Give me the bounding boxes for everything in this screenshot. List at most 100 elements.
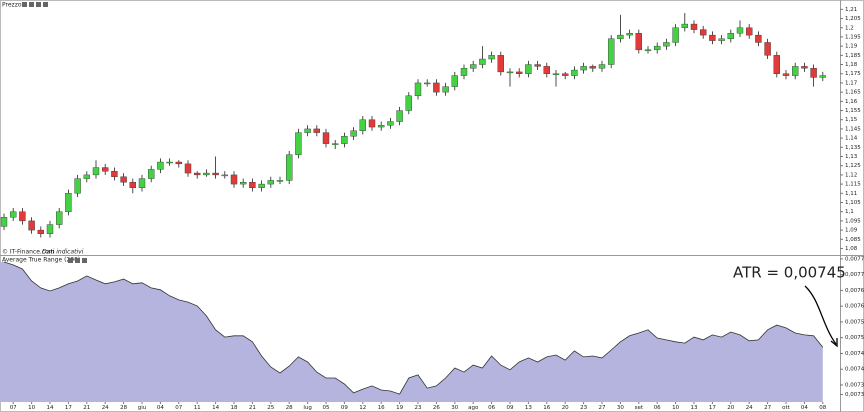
candle-body xyxy=(810,68,817,78)
candle-body xyxy=(0,217,8,227)
y-tick-label: 1,195 xyxy=(845,34,861,40)
icon[interactable] xyxy=(75,258,80,263)
candle-body xyxy=(37,229,44,234)
x-tick-label: ott xyxy=(782,405,791,411)
y-tick-label: 0,0076 xyxy=(845,304,864,310)
candle-body xyxy=(313,128,320,133)
x-tick-label: 05 xyxy=(323,405,330,411)
y-tick-label: 1,145 xyxy=(845,126,861,132)
icon[interactable] xyxy=(36,2,41,7)
candle-body xyxy=(387,121,394,126)
y-tick-label: 1,135 xyxy=(845,145,861,151)
x-tick-label: 06 xyxy=(654,405,661,411)
toolbar-icons[interactable] xyxy=(22,2,48,7)
x-tick-label: 27 xyxy=(599,405,606,411)
y-tick-label: 1,105 xyxy=(845,200,861,206)
y-tick-label: 1,17 xyxy=(845,80,858,86)
candle-body xyxy=(267,180,274,185)
annotation-arrowhead xyxy=(830,338,838,348)
candle-body xyxy=(663,42,670,47)
y-tick-label: 1,12 xyxy=(845,172,857,178)
y-tick-label: 1,1 xyxy=(845,209,854,215)
candle-body xyxy=(635,33,642,51)
candle-body xyxy=(746,27,753,36)
x-tick-label: 10 xyxy=(672,405,679,411)
x-tick-label: 11 xyxy=(194,405,201,411)
candle-body xyxy=(617,34,624,39)
candle-body xyxy=(442,86,449,93)
candle-body xyxy=(120,176,127,183)
y-tick-label: 1,11 xyxy=(845,191,857,197)
candle-body xyxy=(736,27,744,34)
candle-body xyxy=(101,167,109,172)
candle-body xyxy=(433,82,440,93)
candle-body xyxy=(470,64,477,69)
candle-body xyxy=(157,161,164,170)
candle-body xyxy=(74,178,81,194)
x-tick-label: 19 xyxy=(396,405,403,411)
candle-body xyxy=(341,136,348,144)
y-tick-label: 1,14 xyxy=(845,136,858,142)
candle-body xyxy=(534,64,541,67)
candle-body xyxy=(304,128,311,133)
candle-body xyxy=(525,64,532,74)
y-tick-label: 1,185 xyxy=(845,53,861,59)
candle-body xyxy=(571,69,578,76)
x-tick-label: 16 xyxy=(378,405,385,411)
candle-body xyxy=(249,182,256,188)
x-tick-label: 30 xyxy=(451,405,458,411)
candle-body xyxy=(727,33,734,39)
x-tick-label: 20 xyxy=(727,405,734,411)
icon[interactable] xyxy=(68,258,73,263)
candle-body xyxy=(92,167,100,176)
candle-body xyxy=(589,66,596,69)
candle-body xyxy=(516,71,523,74)
x-tick-label: 12 xyxy=(359,405,366,411)
x-tick-label: 16 xyxy=(543,405,550,411)
candle-body xyxy=(506,71,514,74)
icon[interactable] xyxy=(29,2,34,7)
candle-body xyxy=(819,75,826,78)
annotation: ATR = 0,00745 xyxy=(733,264,846,282)
candle-body xyxy=(350,130,357,137)
marks: 1,21 1,205 1,2 1,195 1,19 1,185 1,18 1,175 1,17 1… xyxy=(0,7,864,411)
y-tick-label: 1,18 xyxy=(845,62,858,68)
candle-body xyxy=(286,154,293,181)
candle-body xyxy=(129,182,137,188)
candle-body xyxy=(681,23,688,28)
candle-body xyxy=(543,66,550,74)
candle-body xyxy=(451,75,458,87)
toolbar-icons[interactable] xyxy=(68,258,87,263)
candle-body xyxy=(19,211,26,222)
x-tick-label: 17 xyxy=(65,405,72,411)
x-tick-label: 10 xyxy=(28,405,35,411)
y-tick-label: 1,13 xyxy=(845,154,858,160)
x-tick-label: ago xyxy=(468,405,479,411)
candle-body xyxy=(184,163,192,174)
candle-body xyxy=(405,95,412,111)
y-tick-label: 1,08 xyxy=(845,246,858,252)
candle-body xyxy=(322,132,330,144)
x-tick-label: 07 xyxy=(10,405,17,411)
y-tick-label: 0,00745 xyxy=(845,351,864,357)
candle-body xyxy=(239,182,247,185)
x-tick-label: 20 xyxy=(562,405,569,411)
candle-body xyxy=(764,42,771,56)
candle-body xyxy=(626,33,633,36)
x-tick-label: giu xyxy=(138,405,147,411)
icon[interactable] xyxy=(22,2,27,7)
icon[interactable] xyxy=(43,2,48,7)
candle-body xyxy=(690,23,698,30)
y-tick-label: 1,21 xyxy=(845,7,857,13)
x-tick-label: 28 xyxy=(120,405,127,411)
candle-body xyxy=(497,55,504,73)
annotation-arrow xyxy=(804,285,837,345)
candle-body xyxy=(378,125,385,128)
candle-body xyxy=(414,82,422,97)
y-tick-label: 1,155 xyxy=(845,108,861,114)
candle-body xyxy=(221,174,229,177)
candle-body xyxy=(56,211,63,225)
candle-body xyxy=(801,66,808,69)
candle-body xyxy=(212,172,219,176)
icon[interactable] xyxy=(82,258,87,263)
